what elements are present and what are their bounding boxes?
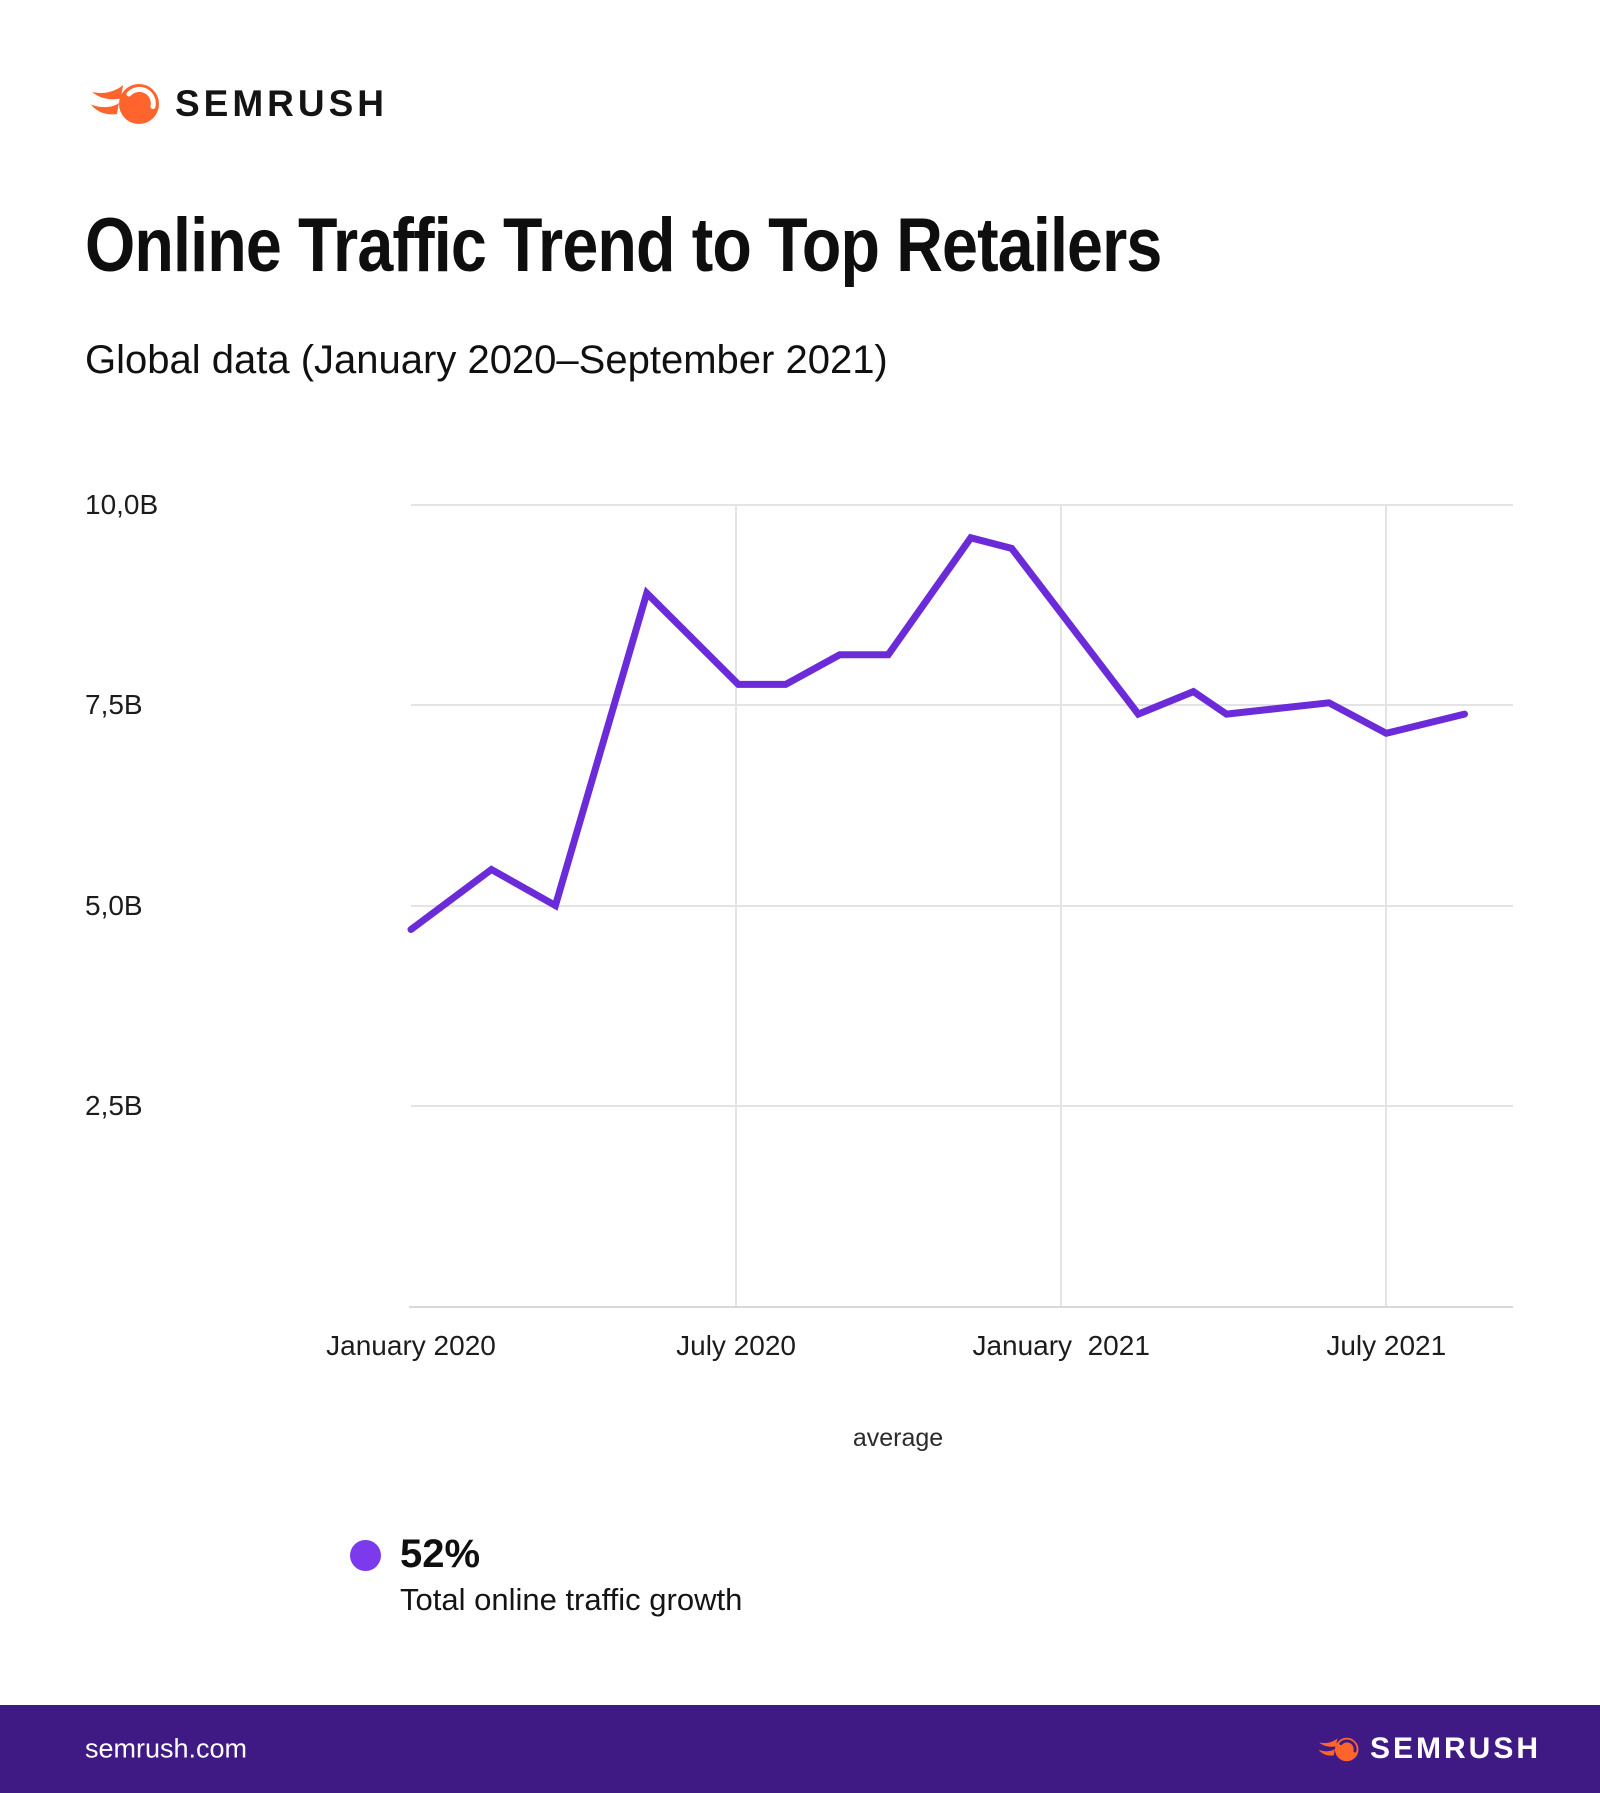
semrush-logo: SEMRUSH (85, 78, 388, 130)
footer-semrush-logo: SEMRUSH (1315, 1732, 1541, 1766)
x-tick-label: July 2020 (676, 1330, 797, 1361)
footer-semrush-logo-text: SEMRUSH (1369, 1732, 1541, 1765)
callout-value: 52% (400, 1532, 481, 1576)
average-series-line (407, 533, 1468, 933)
footer-site-url: semrush.com (85, 1733, 248, 1764)
page-subtitle: Global data (January 2020–September 2021… (85, 338, 888, 382)
gridline-y (411, 1104, 1513, 1107)
traffic-line-plot (407, 533, 1468, 933)
x-tick-label: January 2020 (326, 1330, 496, 1361)
semrush-logo-text: SEMRUSH (175, 83, 389, 124)
x-tick-label: January 2021 (972, 1330, 1150, 1361)
gridline-y (411, 504, 1513, 506)
gridline-x (1385, 505, 1388, 1306)
page-title: Online Traffic Trend to Top Retailers (85, 203, 1162, 288)
legend-average: average (852, 1424, 944, 1452)
callout-dot-icon (350, 1540, 381, 1571)
y-tick-label: 10,0B (85, 489, 159, 520)
gridline-x (1060, 505, 1063, 1306)
x-tick-label: July 2021 (1326, 1330, 1447, 1361)
y-tick-label: 5,0B (85, 889, 143, 921)
y-tick-label: 2,5B (85, 1089, 143, 1121)
gridline-y (411, 904, 1513, 907)
y-tick-label: 7,5B (85, 689, 143, 721)
footer-semrush-flame-icon (1318, 1737, 1359, 1761)
x-axis-line (409, 1306, 1513, 1308)
semrush-flame-icon (91, 84, 159, 124)
footer-bar: semrush.com SEMRUSH (0, 1705, 1600, 1793)
gridline-y (411, 704, 1513, 707)
callout-label: Total online traffic growth (400, 1582, 743, 1617)
gridline-x (735, 505, 738, 1306)
